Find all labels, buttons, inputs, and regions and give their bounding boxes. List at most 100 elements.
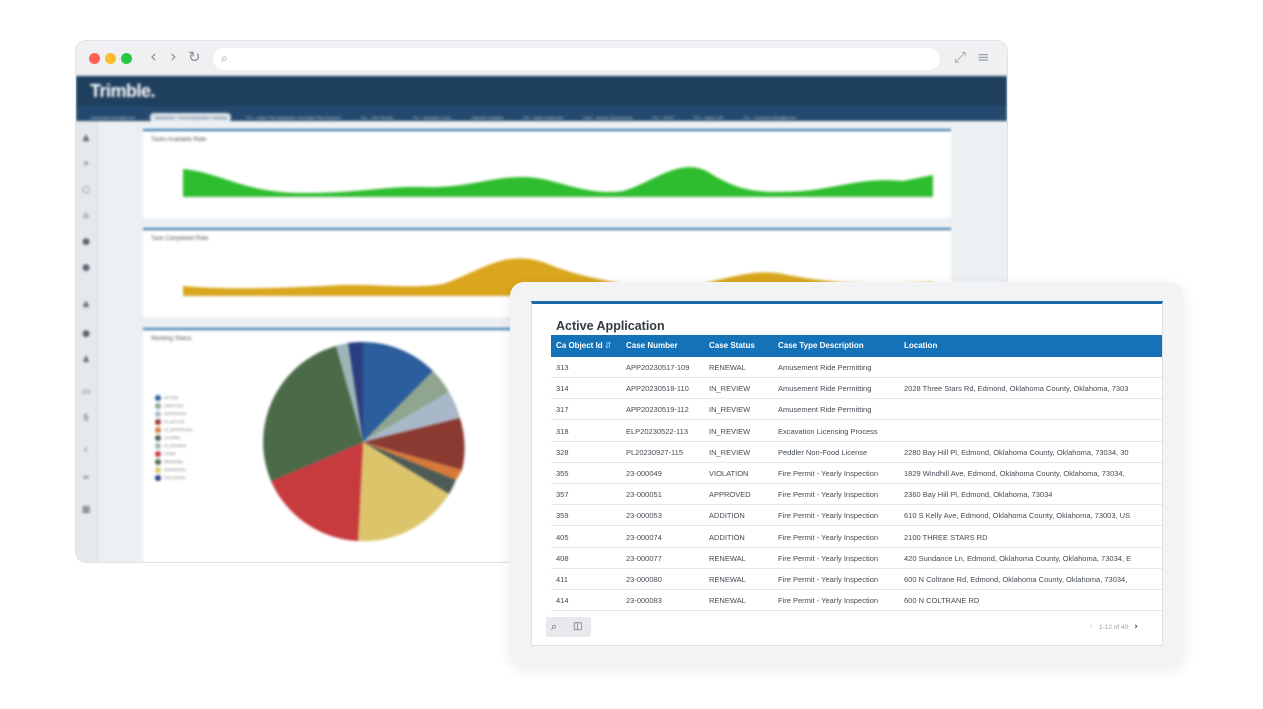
cell-case-status: VIOLATION xyxy=(709,469,749,478)
expand-icon[interactable]: ⤢ xyxy=(954,48,967,66)
columns-icon[interactable]: ◫ xyxy=(573,621,583,632)
cell-case-number: 23-000051 xyxy=(626,490,662,500)
home-icon[interactable]: ⌂ xyxy=(83,211,89,221)
users-icon[interactable]: ♟ xyxy=(81,355,91,365)
cell-case-number: 23-000053 xyxy=(626,511,662,521)
panel-title: Task Completed Rate xyxy=(151,236,209,242)
column-header-case-type-description[interactable]: Case Type Description xyxy=(778,341,864,350)
tab-item[interactable]: PLL - Major Plan Application and Major P… xyxy=(246,115,341,120)
table-row[interactable]: 313 APP20230517-109 RENEWAL Amusement Ride … xyxy=(551,357,1162,378)
grid-icon[interactable]: ▦ xyxy=(81,505,91,515)
cell-case-type: Amusement Ride Permitting xyxy=(778,363,872,372)
legend-label: IN_APPROVED xyxy=(164,427,193,432)
check-icon[interactable]: ● xyxy=(82,329,90,339)
cell-ca-object-id: 313 xyxy=(556,363,569,372)
url-bar[interactable]: ⌕ xyxy=(213,48,940,70)
table-row[interactable]: 355 23-000049 VIOLATION Fire Permit - Yearl… xyxy=(551,463,1162,484)
close-window-dot[interactable] xyxy=(89,53,100,64)
plus-icon[interactable]: + xyxy=(82,159,90,169)
search-icon[interactable]: ⌕ xyxy=(551,620,558,633)
legend-swatch xyxy=(155,402,161,409)
minimize-window-dot[interactable] xyxy=(105,53,116,64)
tab-item[interactable]: PLL - Main Dashboard xyxy=(523,115,564,120)
table-row[interactable]: 357 23-000051 APPROVED Fire Permit - Yearly… xyxy=(551,484,1162,506)
table-row[interactable]: 359 23-000053 ADDITION Fire Permit - Yearly… xyxy=(551,505,1162,527)
tab-item[interactable]: Fleet - Vehicle Departments xyxy=(583,115,633,120)
legend-swatch xyxy=(155,410,161,417)
column-header-case-status[interactable]: Case Status xyxy=(709,341,755,350)
tasks-available-area-chart xyxy=(183,167,933,198)
legend-swatch xyxy=(155,394,161,401)
legend-item[interactable]: VIOLATION xyxy=(155,474,192,482)
table-row[interactable]: 411 23-000080 RENEWAL Fire Permit - Yearly … xyxy=(551,569,1162,590)
tab-item[interactable]: Dashboard - Permit Application Tracking xyxy=(150,113,232,121)
settings-icon[interactable]: ● xyxy=(82,263,90,273)
table-row[interactable]: 317 APP20230519-112 IN_REVIEW Amusement Rid… xyxy=(551,399,1162,421)
clock-icon[interactable]: ○ xyxy=(82,185,90,195)
legend-item[interactable]: CLOSED xyxy=(155,434,192,442)
legend-item[interactable]: IN_REVIEW xyxy=(155,442,192,450)
table-row[interactable]: 318 ELP20230522-113 IN_REVIEW Excavation Li… xyxy=(551,421,1162,442)
location-icon[interactable]: ● xyxy=(82,237,90,247)
cell-location: 1829 Windhill Ave, Edmond, Oklahoma Coun… xyxy=(904,469,1125,478)
table-row[interactable]: 408 23-000077 RENEWAL Fire Permit - Yearly … xyxy=(551,548,1162,569)
cell-case-number: APP20230518-110 xyxy=(626,384,689,394)
legend-item[interactable]: ACTIVE xyxy=(155,394,192,402)
cell-case-number: APP20230517-109 xyxy=(626,363,690,372)
maximize-window-dot[interactable] xyxy=(121,53,132,64)
table-row[interactable]: 314 APP20230518-110 IN_REVIEW Amusement Rid… xyxy=(551,378,1162,400)
search-icon[interactable]: ⌕ xyxy=(83,445,89,455)
cell-case-number: 23-000074 xyxy=(626,532,662,542)
cell-case-status: ADDITION xyxy=(709,532,745,542)
chevron-left-icon[interactable]: ‹ xyxy=(150,47,157,67)
cell-case-status: IN_REVIEW xyxy=(709,447,751,457)
cell-ca-object-id: 405 xyxy=(556,532,569,542)
column-header-ca-object-id[interactable]: Ca Object Id ⇵ xyxy=(556,341,611,350)
legend-item[interactable]: ADDITION xyxy=(155,402,192,410)
page-range: 1-12 of 40 xyxy=(1099,624,1129,631)
legend-item[interactable]: RENEWAL xyxy=(155,458,192,466)
link-icon[interactable]: ∞ xyxy=(82,473,90,483)
calendar-icon[interactable]: ▭ xyxy=(81,387,91,397)
column-header-case-number[interactable]: Case Number xyxy=(626,341,678,350)
cell-case-type: Fire Permit - Yearly Inspection xyxy=(778,575,879,584)
tab-item[interactable]: Dashboard Management xyxy=(91,115,136,120)
cell-case-number: PL20230927-115 xyxy=(626,447,683,457)
cell-case-number: ELP20230522-113 xyxy=(626,426,688,436)
table-row[interactable]: 328 PL20230927-115 IN_REVIEW Peddler Non-Fo… xyxy=(551,442,1162,463)
reload-icon[interactable]: ↻ xyxy=(188,48,201,66)
tab-item[interactable]: Citywork Analytics xyxy=(471,115,504,120)
dollar-icon[interactable]: $ xyxy=(83,413,89,423)
people-icon[interactable]: ♣ xyxy=(81,301,91,311)
cell-case-status: RENEWAL xyxy=(709,553,746,563)
chevron-left-icon[interactable]: ‹ xyxy=(1089,622,1093,632)
tab-item[interactable]: PLL - Major LDP xyxy=(694,115,724,120)
cell-case-type: Excavation Licensing Process xyxy=(778,426,878,436)
legend-item[interactable]: OPEN xyxy=(155,450,192,458)
cell-ca-object-id: 359 xyxy=(556,511,569,521)
legend-item[interactable]: APPROVED xyxy=(155,410,192,418)
table-title: Active Application xyxy=(556,319,665,333)
tab-item[interactable]: PLL - Activities Focus xyxy=(413,115,452,120)
bell-icon[interactable]: ▲ xyxy=(82,133,90,143)
legend-item[interactable]: RESERVED xyxy=(155,466,192,474)
tab-item[interactable]: PLL - Cemetery Management xyxy=(743,115,797,120)
hamburger-menu-icon[interactable]: ≡ xyxy=(977,48,990,66)
cell-case-type: Amusement Ride Permitting xyxy=(778,384,872,394)
tab-item[interactable]: PLL - HOST xyxy=(652,115,675,120)
working-status-pie-chart xyxy=(263,342,465,542)
legend-item[interactable]: IN_APPROVED xyxy=(155,426,192,434)
tab-item[interactable]: PLL - Fire Permits xyxy=(360,115,394,120)
table-row[interactable]: 405 23-000074 ADDITION Fire Permit - Yearly… xyxy=(551,527,1162,548)
legend-swatch xyxy=(155,418,161,425)
table-row[interactable]: 414 23-000083 RENEWAL Fire Permit - Yearly … xyxy=(551,590,1162,612)
legend-swatch xyxy=(155,426,161,433)
legend-item[interactable]: IN_ACTIVE xyxy=(155,418,192,426)
cell-case-type: Fire Permit - Yearly Inspection xyxy=(778,596,879,606)
legend-label: ACTIVE xyxy=(164,395,179,400)
cell-ca-object-id: 411 xyxy=(556,575,568,584)
chevron-right-icon[interactable]: › xyxy=(170,47,177,67)
column-header-location[interactable]: Location xyxy=(904,341,938,350)
chevron-right-icon[interactable]: › xyxy=(1134,622,1138,632)
sort-icon[interactable]: ⇵ xyxy=(604,341,612,350)
